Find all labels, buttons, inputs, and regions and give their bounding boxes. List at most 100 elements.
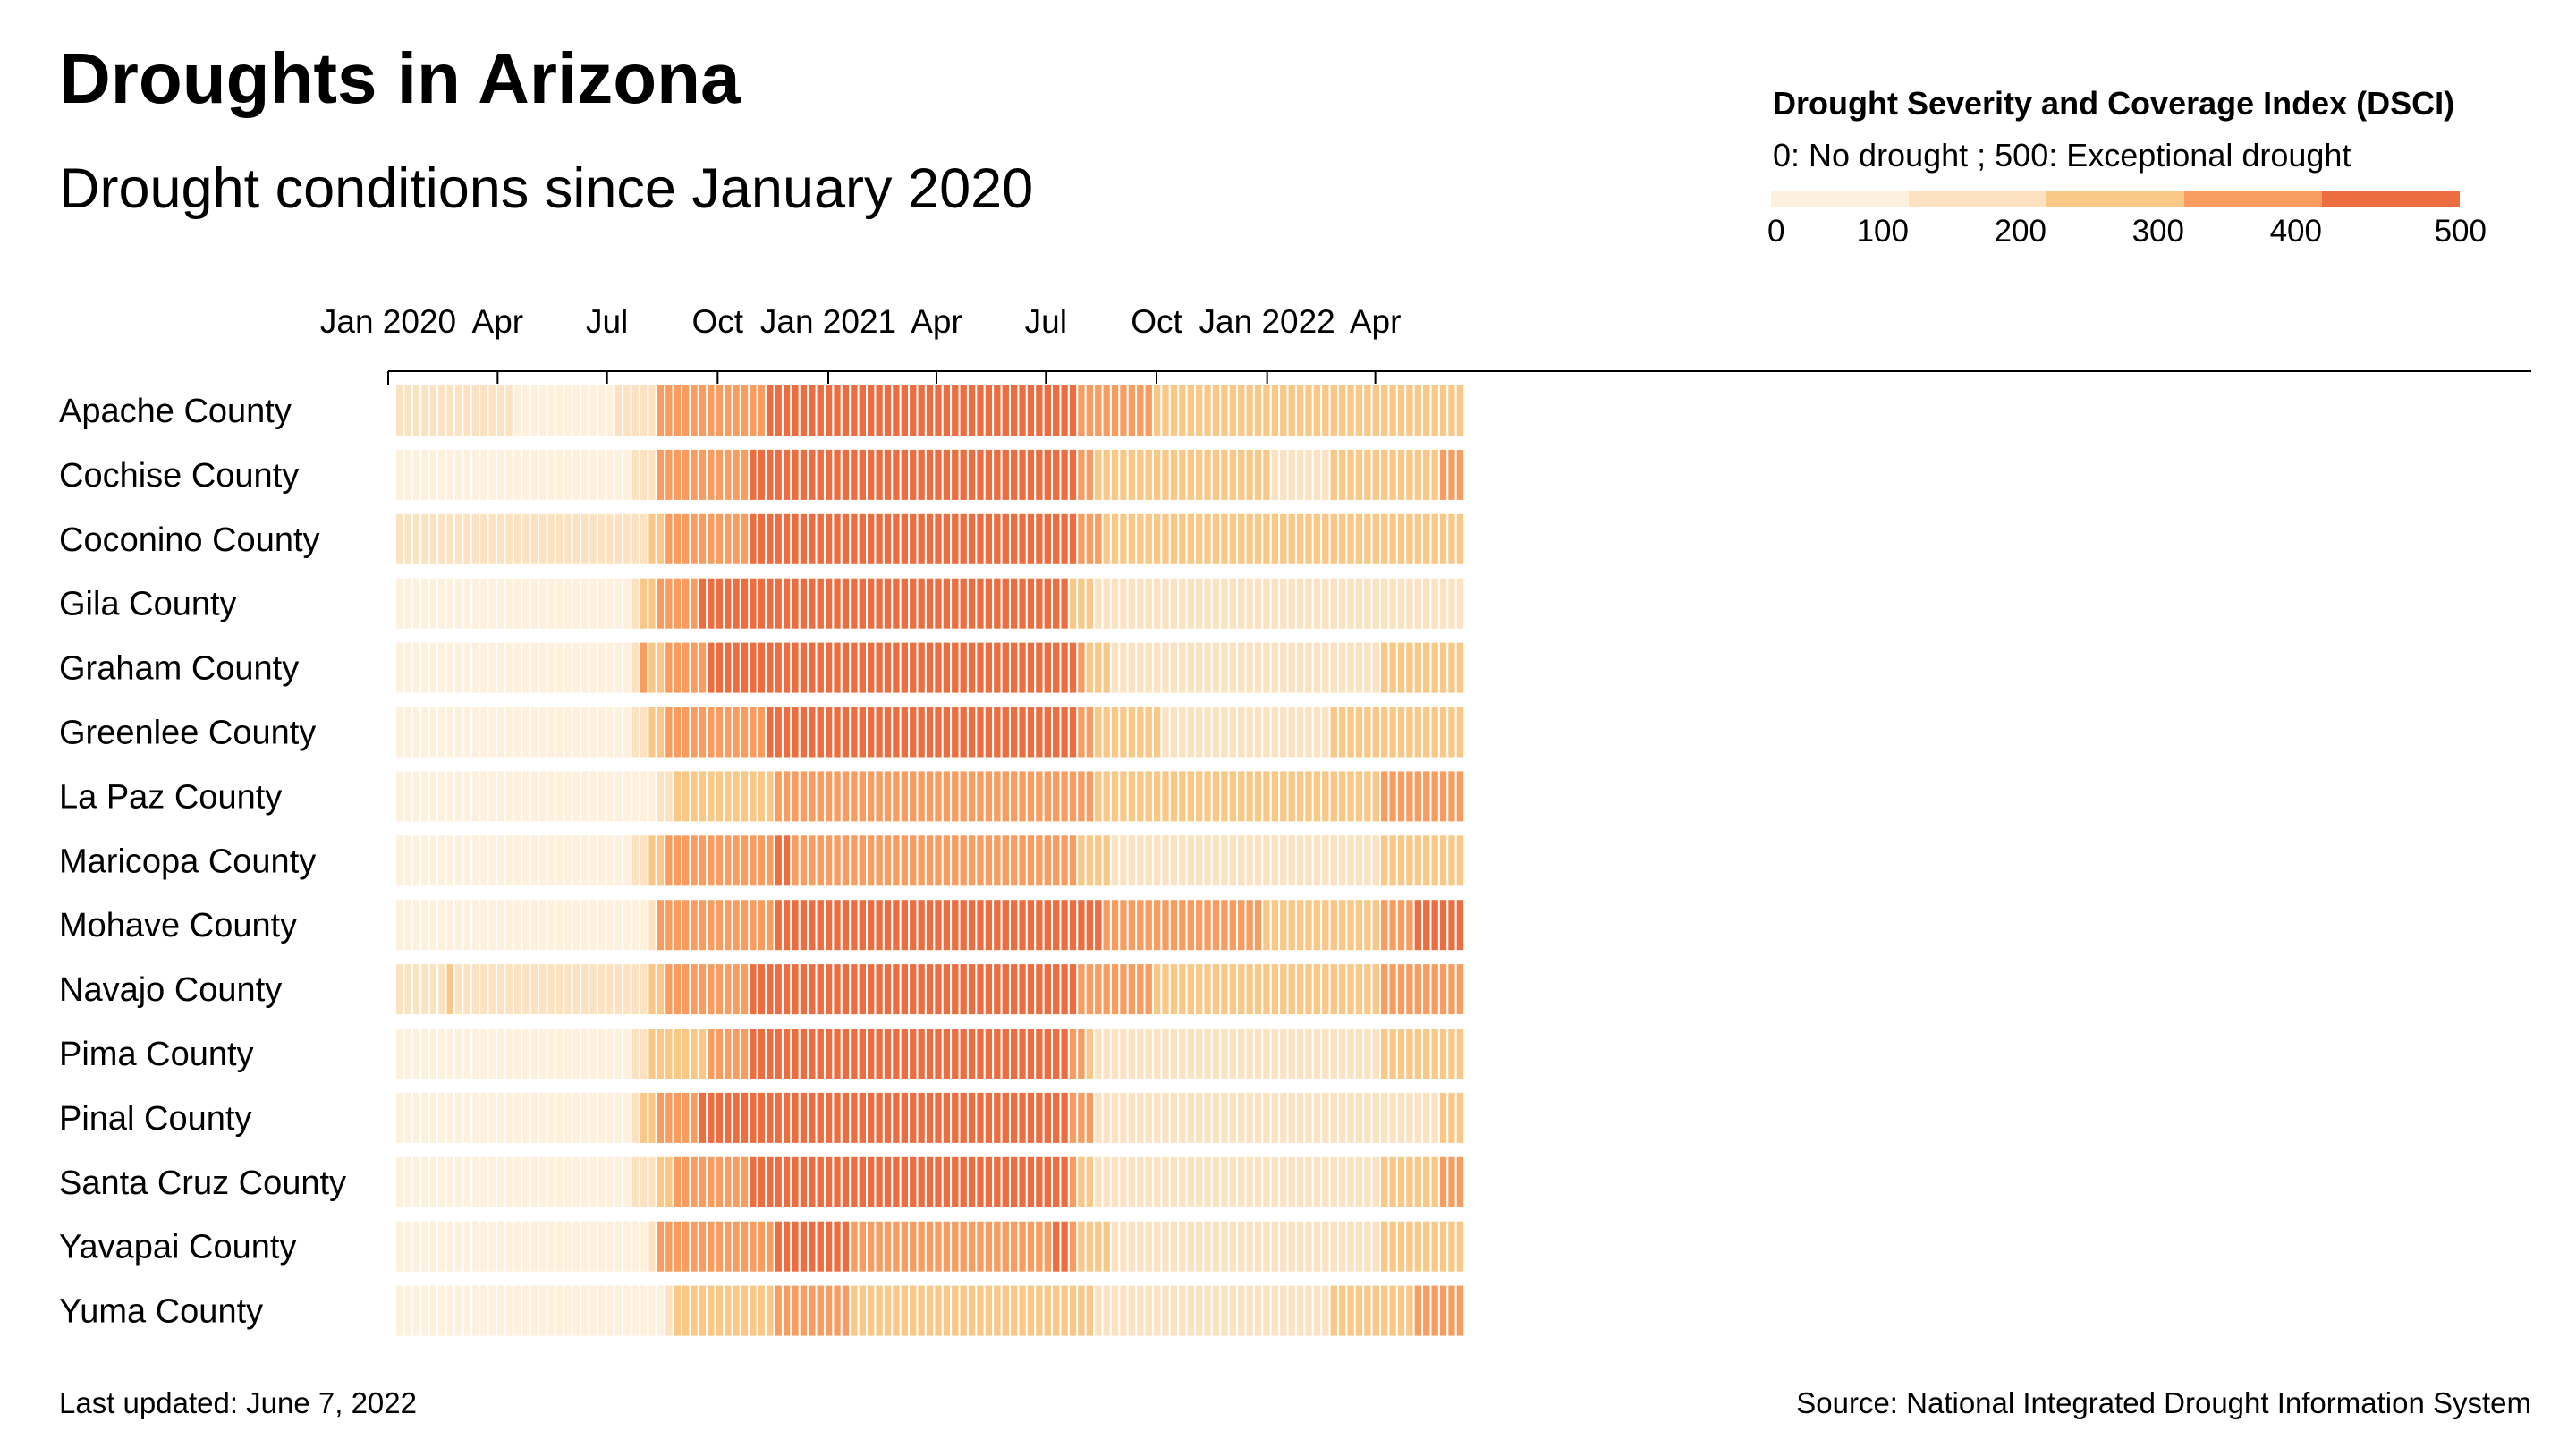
heatmap-cell (773, 705, 784, 759)
heatmap-cell (689, 576, 699, 631)
heatmap-cell (1303, 576, 1314, 631)
heatmap-cell (798, 962, 809, 1017)
heatmap-cell (891, 769, 902, 824)
heatmap-cell (664, 705, 674, 759)
heatmap-cell (882, 705, 894, 759)
heatmap-cell (815, 962, 826, 1017)
heatmap-cell (1328, 1283, 1339, 1338)
heatmap-cell (1437, 447, 1449, 502)
heatmap-cell (462, 705, 472, 759)
heatmap-cell (554, 447, 565, 502)
heatmap-cell (1269, 640, 1281, 695)
heatmap-cell (823, 898, 835, 953)
heatmap-cell (832, 898, 843, 953)
heatmap-cell (1362, 1155, 1373, 1209)
heatmap-cell (1126, 962, 1138, 1017)
heatmap-cell (1336, 640, 1348, 695)
heatmap-cell (630, 1090, 640, 1145)
heatmap-cell (554, 769, 565, 824)
heatmap-cell (840, 769, 852, 824)
heatmap-cell (1404, 512, 1415, 566)
heatmap-cell (849, 1090, 860, 1145)
heatmap-cell (402, 1155, 413, 1209)
heatmap-cell (504, 384, 514, 437)
heatmap-cell (908, 512, 919, 566)
heatmap-cell (630, 705, 640, 759)
heatmap-cell (798, 1090, 809, 1145)
heatmap-cell (1311, 576, 1323, 631)
heatmap-cell (1244, 1155, 1255, 1209)
heatmap-cell (495, 512, 506, 566)
heatmap-cell (1084, 1027, 1096, 1080)
heatmap-cell (773, 384, 784, 437)
heatmap-cell (647, 898, 657, 953)
heatmap-cell (891, 447, 902, 502)
heatmap-cell (1143, 1090, 1154, 1145)
heatmap-cell (1101, 705, 1112, 759)
heatmap-cell (689, 640, 699, 695)
heatmap-cell (891, 1090, 902, 1145)
heatmap-cell (1185, 769, 1196, 824)
heatmap-cell (1370, 512, 1382, 566)
heatmap-cell (1034, 1027, 1045, 1080)
heatmap-cell (1320, 705, 1331, 759)
heatmap-cell (402, 769, 413, 824)
heatmap-cell (1252, 576, 1264, 631)
heatmap-cell (975, 1155, 986, 1209)
heatmap-cell (1109, 1155, 1121, 1209)
heatmap-cell (1303, 447, 1314, 502)
heatmap-cell (411, 1090, 422, 1145)
heatmap-cell (1017, 1090, 1028, 1145)
heatmap-cell (419, 1090, 430, 1145)
heatmap-cell (529, 384, 540, 437)
heatmap-cell (874, 576, 885, 631)
heatmap-cell (1421, 640, 1432, 695)
heatmap-cell (975, 705, 986, 759)
heatmap-cell (1210, 576, 1222, 631)
heatmap-cell (1454, 962, 1466, 1017)
heatmap-cell (1076, 834, 1087, 888)
heatmap-cell (411, 769, 422, 824)
heatmap-cell (521, 447, 531, 502)
heatmap-cell (1269, 384, 1281, 437)
heatmap-cell (832, 512, 843, 566)
heatmap-cell (445, 962, 455, 1017)
heatmap-cell (748, 512, 758, 566)
heatmap-cell (765, 640, 775, 695)
heatmap-cell (966, 834, 978, 888)
heatmap-cell (958, 834, 969, 888)
heatmap-cell (874, 512, 885, 566)
heatmap-cell (1446, 834, 1457, 888)
heatmap-cell (1008, 898, 1020, 953)
heatmap-cell (1076, 447, 1087, 502)
heatmap-cell (1336, 705, 1348, 759)
heatmap-cell (622, 769, 632, 824)
heatmap-cell (1437, 1027, 1449, 1080)
heatmap-cell (1126, 705, 1138, 759)
heatmap-cell (1236, 898, 1247, 953)
heatmap-cell (1168, 640, 1180, 695)
heatmap-cell (1067, 1219, 1079, 1274)
heatmap-cell (1379, 384, 1390, 437)
heatmap-cell (1151, 384, 1163, 437)
heatmap-cell (1336, 447, 1348, 502)
heatmap-cell (882, 769, 894, 824)
heatmap-cell (1151, 1155, 1163, 1209)
heatmap-cell (512, 1027, 523, 1080)
heatmap-cell (1059, 1283, 1070, 1338)
heatmap-cell (394, 1027, 405, 1080)
heatmap-cell (891, 1219, 902, 1274)
heatmap-cell (462, 1155, 472, 1209)
heatmap-cell (899, 447, 911, 502)
heatmap-cell (714, 512, 725, 566)
heatmap-cell (1076, 769, 1087, 824)
heatmap-cell (394, 1155, 405, 1209)
heatmap-cell (419, 447, 430, 502)
heatmap-cell (1210, 769, 1222, 824)
heatmap-cell (1252, 447, 1264, 502)
heatmap-cell (470, 640, 481, 695)
heatmap-cell (672, 898, 683, 953)
heatmap-cell (1412, 576, 1424, 631)
heatmap-row: Yuma County (59, 1283, 1466, 1338)
heatmap-cell (1429, 769, 1440, 824)
